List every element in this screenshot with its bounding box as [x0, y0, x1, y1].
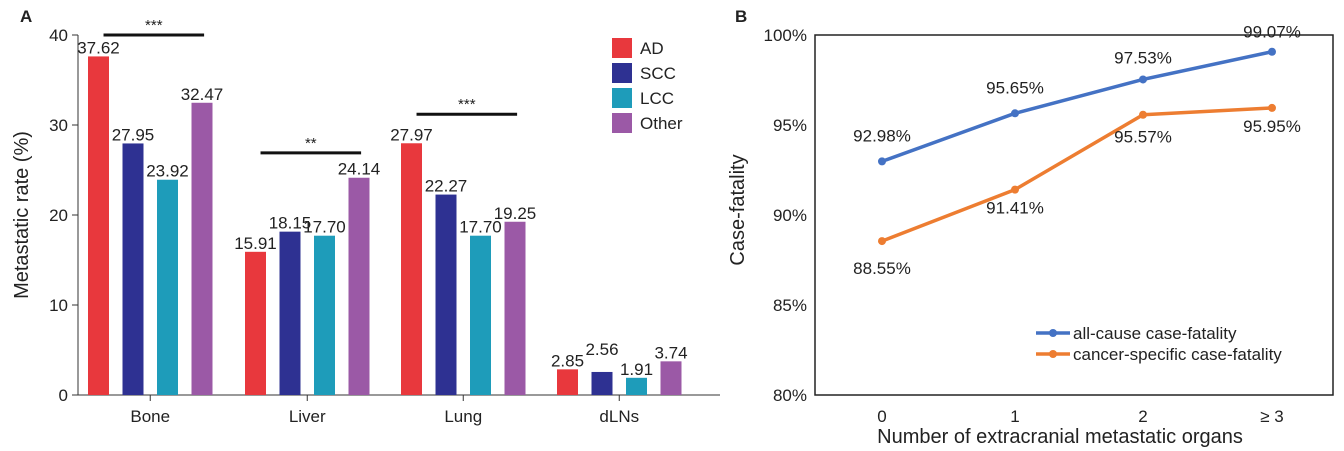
legend-label-scc: SCC	[640, 64, 676, 83]
legend-marker	[1049, 329, 1057, 337]
legend-marker	[1049, 350, 1057, 358]
bar-scc-liver	[279, 231, 301, 395]
bar-data-label: 37.62	[77, 38, 120, 57]
panel-a-x-tick-label: Liver	[289, 407, 326, 426]
legend-label: all-cause case-fatality	[1073, 324, 1237, 343]
legend-swatch-lcc	[612, 88, 632, 108]
panel-b-plot-frame	[814, 34, 1334, 396]
line-series-all-cause	[881, 50, 1273, 164]
panel-b-y-tick-label: 100%	[764, 26, 807, 45]
line-point	[878, 157, 886, 166]
bar-lcc-dlns	[626, 377, 647, 395]
significance-stars: ***	[458, 96, 476, 113]
panel-b-y-tick-label: 85%	[773, 296, 807, 315]
point-data-label: 91.41%	[986, 199, 1044, 218]
bar-ad-lung	[401, 143, 422, 395]
bar-lcc-liver	[314, 235, 335, 395]
bar-data-label: 2.56	[585, 340, 618, 359]
bar-lcc-bone	[157, 179, 178, 395]
bar-data-label: 24.14	[338, 160, 381, 179]
bar-data-label: 15.91	[234, 234, 277, 253]
panel-a-x-tick-label: dLNs	[599, 407, 639, 426]
bar-other-dlns	[660, 361, 682, 395]
legend-swatch-ad	[612, 38, 632, 58]
line-point	[1268, 103, 1276, 112]
point-data-label: 97.53%	[1114, 48, 1172, 67]
bar-ad-dlns	[557, 369, 578, 395]
bar-data-label: 1.91	[620, 360, 653, 379]
bar-ad-bone	[88, 56, 109, 396]
bar-data-label: 2.85	[551, 351, 584, 370]
bar-data-label: 3.74	[654, 343, 687, 362]
point-data-label: 95.65%	[986, 78, 1044, 97]
line-point	[1011, 109, 1019, 118]
panel-a-x-tick-label: Lung	[444, 407, 482, 426]
bar-data-label: 19.25	[494, 204, 537, 223]
point-data-label: 88.55%	[853, 259, 911, 278]
panel-b-x-tick-label: 2	[1138, 407, 1147, 426]
line-point	[1011, 185, 1019, 194]
bar-data-label: 18.15	[269, 214, 312, 233]
point-data-label: 95.57%	[1114, 128, 1172, 147]
legend-label-lcc: LCC	[640, 89, 674, 108]
panel-b-x-tick-label: 1	[1010, 407, 1019, 426]
point-data-label: 99.07%	[1243, 23, 1301, 42]
legend-label: cancer-specific case-fatality	[1073, 345, 1282, 364]
bar-data-label: 17.70	[303, 218, 346, 237]
legend-label-ad: AD	[640, 39, 664, 58]
point-data-label: 92.98%	[853, 126, 911, 145]
bar-data-label: 17.70	[459, 218, 502, 237]
bar-scc-lung	[435, 194, 457, 395]
bar-data-label: 23.92	[146, 162, 189, 181]
panel-b-y-tick-label: 90%	[773, 206, 807, 225]
bar-data-label: 27.95	[112, 125, 155, 144]
panel-a-y-tick-label: 10	[49, 296, 68, 315]
panel-b-y-tick-label: 95%	[773, 116, 807, 135]
bar-data-label: 27.97	[390, 125, 433, 144]
bar-ad-liver	[245, 251, 266, 395]
point-data-label: 95.95%	[1243, 117, 1301, 136]
panel-a-x-tick-label: Bone	[130, 407, 170, 426]
panel-b-x-tick-label: ≥ 3	[1260, 407, 1284, 426]
panel-b-line-chart: B 80% 85% 90% 95% 100% 0 1 2 ≥ 3 92.98% 95.65% 97.…	[727, 7, 1334, 448]
line-point	[1268, 47, 1276, 56]
bar-data-label: 32.47	[181, 85, 224, 104]
legend-swatch-scc	[612, 63, 632, 83]
panel-a-bar-chart: A 0 10 20 30 40 Bone Liver Lung dLNs 37.62 27.95 2…	[11, 7, 720, 426]
line-point	[1139, 75, 1147, 84]
panel-b-x-tick-label: 0	[877, 407, 886, 426]
bar-scc-dlns	[591, 371, 613, 395]
bar-other-liver	[348, 177, 370, 395]
bar-data-label: 22.27	[425, 177, 468, 196]
line-point	[1139, 110, 1147, 119]
line-point	[878, 237, 886, 246]
panel-b-y-axis-title: Case-fatality	[727, 154, 749, 265]
panel-a-y-tick-label: 40	[49, 26, 68, 45]
panel-a-y-tick-label: 30	[49, 116, 68, 135]
significance-stars: ***	[145, 17, 163, 34]
bar-other-bone	[191, 102, 213, 396]
panel-b-letter: B	[735, 7, 747, 26]
bar-other-lung	[504, 221, 526, 395]
panel-b-x-axis-title: Number of extracranial metastatic organs	[877, 426, 1243, 448]
legend-swatch-other	[612, 113, 632, 133]
bar-lcc-lung	[470, 235, 491, 395]
panel-a-y-axis-title: Metastatic rate (%)	[11, 131, 33, 299]
panel-a-y-tick-label: 0	[59, 386, 68, 405]
bar-scc-bone	[122, 143, 144, 395]
significance-stars: **	[305, 135, 317, 152]
panel-a-y-tick-label: 20	[49, 206, 68, 225]
panel-b-y-tick-label: 80%	[773, 386, 807, 405]
legend-label-other: Other	[640, 114, 683, 133]
panel-a-letter: A	[20, 7, 32, 26]
line-series-cancer-specific	[881, 106, 1273, 243]
